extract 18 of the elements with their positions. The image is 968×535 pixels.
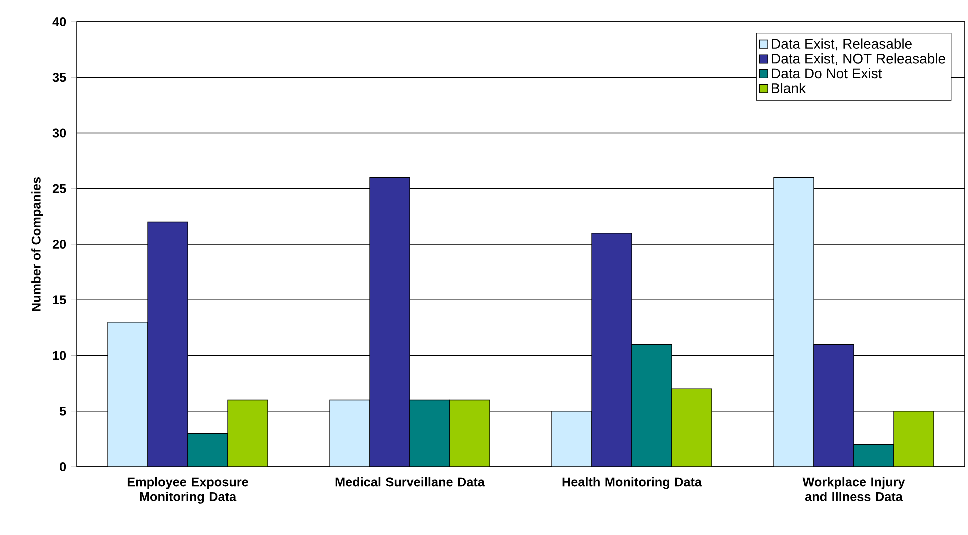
- legend-label: Data Do Not Exist: [772, 68, 882, 79]
- y-tick-label: 15: [53, 296, 66, 305]
- y-axis-title: Number of Companies: [32, 177, 44, 312]
- x-tick-label: Health Monitoring Data: [562, 477, 702, 490]
- y-tick-label: 0: [60, 462, 66, 472]
- y-tick-label: 25: [52, 184, 66, 194]
- legend-label: Data Exist, Releasable: [772, 38, 912, 51]
- y-tick-label: 35: [52, 73, 66, 82]
- y-tick-label: 5: [60, 406, 66, 416]
- legend-label: Blank: [772, 83, 806, 94]
- y-tick-label: 30: [52, 128, 66, 138]
- x-tick-label: Workplace Injury and Illness Data: [802, 477, 906, 502]
- x-tick-label: Medical Surveillane Data: [336, 477, 486, 487]
- y-tick-label: 40: [52, 18, 66, 26]
- y-tick-label: 20: [52, 240, 66, 249]
- x-tick-label: Employee Exposure Monitoring Data: [128, 477, 248, 504]
- y-tick-label: 10: [53, 351, 66, 360]
- legend-label: Data Exist, NOT Releasable: [772, 54, 946, 66]
